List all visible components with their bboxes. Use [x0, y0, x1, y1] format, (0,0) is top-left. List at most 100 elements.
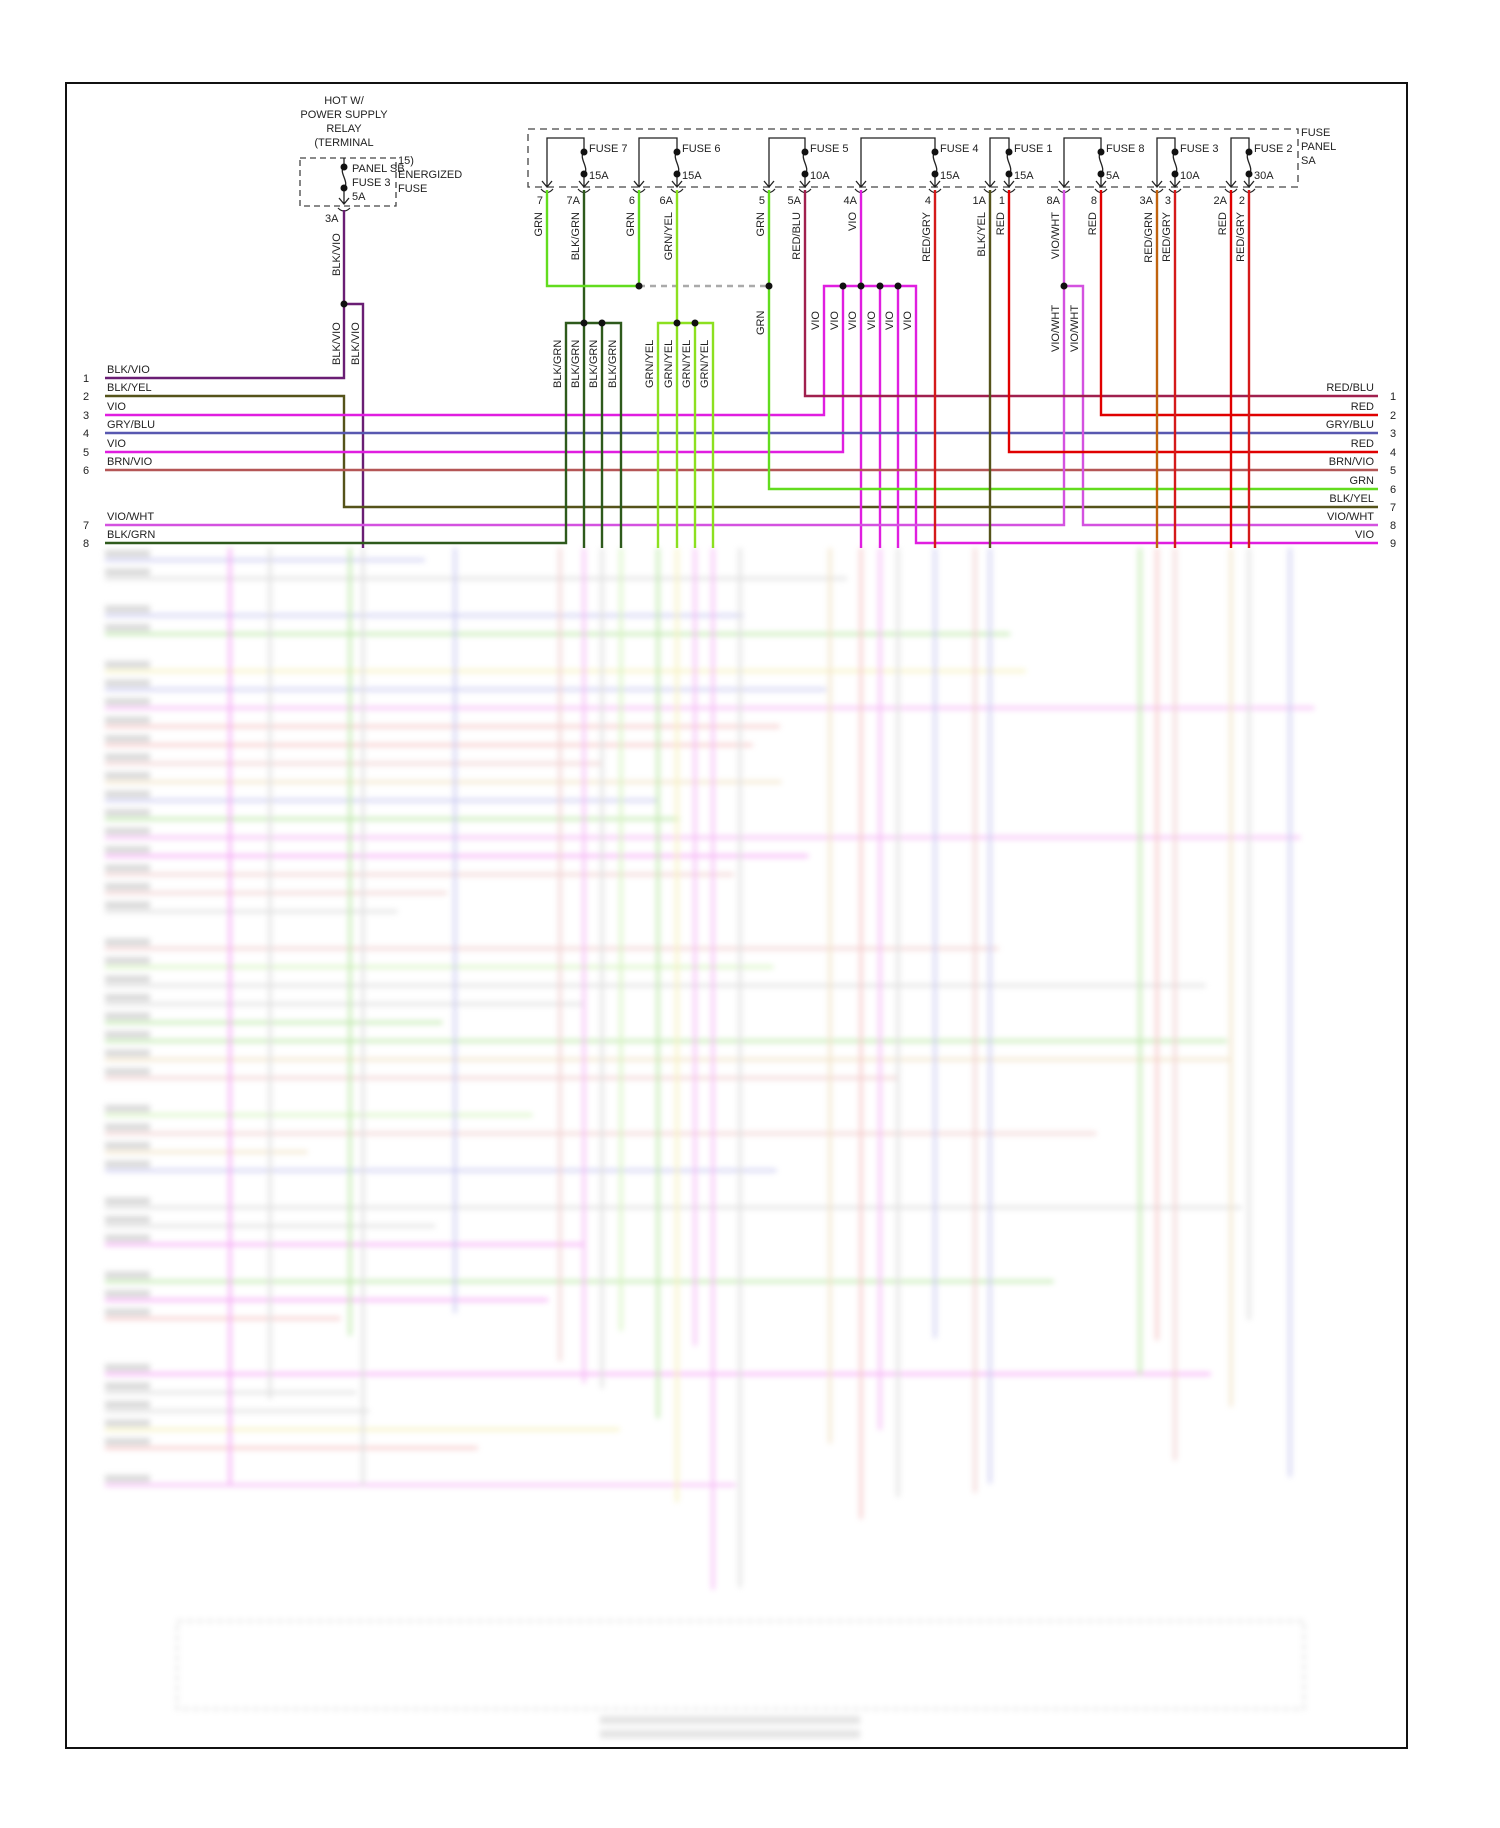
splice-dot [801, 170, 809, 178]
fuse-rating: 15A [1014, 170, 1034, 182]
relay-title-line: (TERMINAL [314, 137, 373, 149]
connector-wire-label: GRY/BLU [107, 419, 155, 431]
wire-label: RED/GRY [1235, 211, 1247, 262]
connector-pin-number: 5 [83, 447, 89, 459]
wire-label: GRN [533, 212, 545, 237]
fuse-name: FUSE 5 [810, 143, 849, 155]
wire-label: VIO/WHT [1050, 305, 1062, 352]
splice-dot [765, 282, 773, 290]
blurred-label [105, 1123, 150, 1131]
splice-dot [580, 148, 588, 156]
connector-wire-label: VIO [1355, 529, 1374, 541]
connector-wire-label: BLK/VIO [107, 364, 150, 376]
wire-label: BLK/GRN [570, 340, 582, 388]
fuse-pin-label: 2A [1214, 195, 1228, 207]
connector-pin-number: 7 [83, 520, 89, 532]
blurred-label [105, 957, 150, 964]
splice-dots [340, 148, 1253, 327]
connector-pin-number: 4 [1390, 447, 1396, 459]
splice-dot [1171, 170, 1179, 178]
wire-red [1099, 190, 1378, 417]
blurred-label [105, 827, 150, 835]
connector-wire-label: VIO [107, 438, 126, 450]
fuse-panel-box [527, 128, 1299, 188]
fuse-rating: 10A [810, 170, 830, 182]
fuse-icon [855, 137, 941, 189]
blurred-label [105, 605, 150, 613]
blurred-label [105, 1105, 150, 1112]
connector-pin-number: 7 [1390, 502, 1396, 514]
connector-wire-label: BRN/VIO [107, 456, 153, 468]
fuse-rating: 15A [940, 170, 960, 182]
blurred-label [105, 550, 150, 557]
splice-dot [673, 319, 681, 327]
wire-blk-grn [105, 321, 623, 548]
fuse-pin-label: 4 [925, 195, 931, 207]
fuse-name: FUSE 4 [940, 143, 979, 155]
wire-grn [545, 190, 639, 288]
wire-label: VIO [902, 311, 914, 330]
connector-pin-number: 3 [83, 410, 89, 422]
wire-label: VIO [847, 311, 859, 330]
fuse-icon [1151, 137, 1181, 189]
wire-label: BLK/GRN [588, 340, 600, 388]
splice-dot [931, 148, 939, 156]
blurred-label [105, 1364, 150, 1371]
relay-side-label: 15) [398, 155, 414, 167]
fuse-panel-label: SA [1301, 155, 1316, 167]
wire-label: BLK/VIO [331, 322, 343, 365]
labels: HOT W/POWER SUPPLY RELAY (TERMINAL PANEL SB… [83, 95, 1396, 550]
splice-dot [857, 282, 865, 290]
wire-label: RED/GRY [1161, 211, 1173, 262]
wire-label: VIO [847, 212, 859, 231]
fuse-name: FUSE 6 [682, 143, 721, 155]
splice-dot [839, 282, 847, 290]
wire-blk-vio [344, 302, 365, 548]
blurred-label [105, 790, 150, 798]
splice-dot [340, 300, 348, 308]
fuse-rating: 5A [1106, 170, 1120, 182]
blurred-label [105, 901, 150, 909]
fuse-pin-label: 3A [1140, 195, 1154, 207]
blurred-label [105, 1031, 150, 1038]
blurred-label [105, 864, 150, 872]
wire-label: RED [995, 212, 1007, 235]
fuse-name: FUSE 2 [1254, 143, 1293, 155]
relay-side-label: ENERGIZED [398, 169, 462, 181]
splice-dot [1005, 170, 1013, 178]
fuse-pin-label: 7 [537, 195, 543, 207]
splice-dot [340, 184, 348, 192]
relay-title-line: POWER SUPPLY [300, 109, 388, 121]
fuse-pin-label: 3 [1165, 195, 1171, 207]
fuse-rating: 10A [1180, 170, 1200, 182]
blurred-label [105, 698, 150, 705]
fuse-name: FUSE 3 [1180, 143, 1219, 155]
connector-wire-label: VIO [107, 401, 126, 413]
splice-dot [931, 170, 939, 178]
connector-pin-number: 8 [83, 538, 89, 550]
wire-grn-yel [656, 321, 715, 548]
wire-label: BLK/GRN [552, 340, 564, 388]
wire-label: GRN/YEL [663, 340, 675, 388]
blurred-label [105, 1271, 150, 1279]
wire-red [1007, 190, 1378, 454]
wire-label: RED/GRN [1143, 212, 1155, 263]
splice-dot [340, 163, 348, 171]
fuse-icon [984, 137, 1015, 189]
wire-label: VIO [884, 311, 896, 330]
fuse-pin-label: 4A [844, 195, 858, 207]
wire-label: VIO/WHT [1050, 212, 1062, 259]
splice-dot [1097, 148, 1105, 156]
connector-pin-number: 1 [1390, 391, 1396, 403]
fuse-pin-label: 5 [759, 195, 765, 207]
blurred-caption [600, 1730, 860, 1738]
connector-wire-label: BLK/GRN [107, 529, 155, 541]
fuse-name: FUSE 7 [589, 143, 628, 155]
fuse-icon [1225, 137, 1255, 189]
fuse-icon [763, 137, 811, 189]
wires [105, 190, 1378, 548]
blurred-lower-diagram [105, 548, 1315, 1738]
wire-label: RED [1217, 212, 1229, 235]
fuse-rating: 15A [682, 170, 702, 182]
